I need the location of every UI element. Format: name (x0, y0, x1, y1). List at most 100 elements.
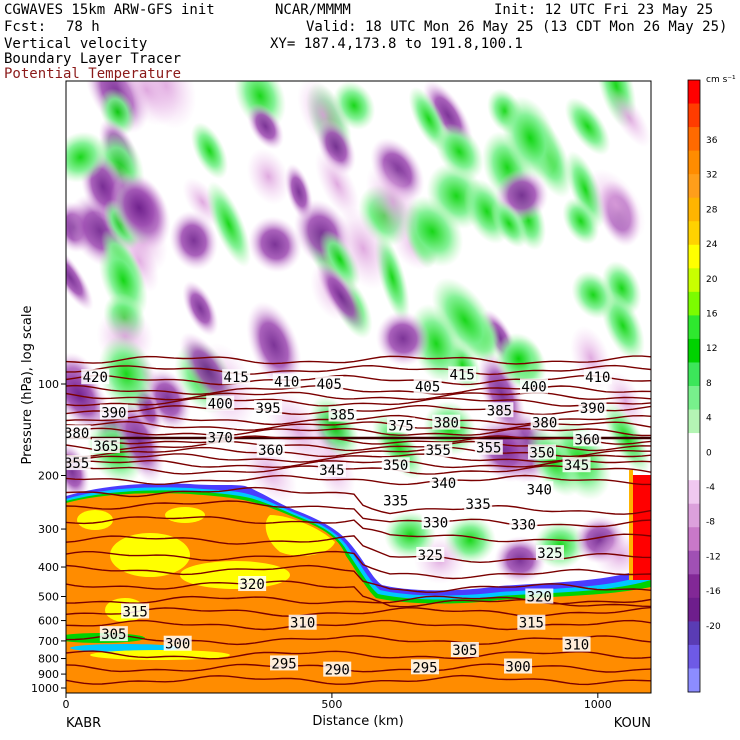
colorbar-tick-label: -16 (706, 587, 721, 597)
colorbar-swatch (688, 127, 700, 152)
svg-text:370: 370 (208, 431, 233, 447)
isentrope-line (66, 619, 651, 631)
distance-axis: 0 500 1000 (63, 693, 612, 711)
y-tick-label: 300 (38, 523, 59, 536)
velocity-cell (586, 168, 646, 241)
svg-text:325: 325 (537, 546, 562, 562)
colorbar-tick-label: -4 (706, 483, 715, 493)
velocity-cell (115, 81, 178, 126)
y-tick-label: 200 (38, 470, 59, 483)
svg-text:380: 380 (434, 416, 459, 432)
svg-text:385: 385 (330, 408, 355, 424)
isentrope-label: 295 (410, 659, 439, 676)
colorbar-frame (687, 79, 701, 693)
velocity-cell (564, 97, 611, 156)
isentrope-label: 330 (421, 514, 450, 531)
isentrope-line (66, 650, 651, 660)
svg-text:380: 380 (532, 416, 557, 432)
isentrope-label: 385 (328, 406, 357, 424)
svg-text:355: 355 (64, 456, 89, 472)
colorbar-swatch (688, 244, 700, 269)
svg-text:330: 330 (423, 515, 448, 531)
y-tick-label: 1000 (31, 682, 59, 695)
isentrope-label: 310 (288, 614, 317, 632)
isentrope-label: 320 (525, 588, 554, 605)
colorbar-tick-label: 4 (706, 414, 712, 424)
isentrope-label: 385 (485, 402, 514, 419)
model-title: CGWAVES 15km ARW-GFS init (4, 2, 215, 18)
plot-area: 420 415 410 405 415 410 405 400 395 400 390 385 385 3… (64, 81, 651, 693)
isentrope-label: 345 (317, 462, 346, 479)
isentrope-label: 405 (413, 378, 442, 396)
colorbar-unit: cm s⁻¹ (706, 75, 736, 85)
isentrope-label: 380 (432, 414, 461, 432)
svg-text:400: 400 (208, 397, 233, 413)
svg-text:340: 340 (431, 476, 456, 492)
colorbar-swatch (688, 386, 700, 411)
colorbar-swatch (688, 103, 700, 128)
colorbar-swatch (688, 362, 700, 387)
velocity-cell (248, 216, 302, 273)
svg-text:415: 415 (224, 370, 249, 386)
svg-text:360: 360 (575, 432, 600, 448)
velocity-cell (246, 103, 284, 150)
y-tick-label: 400 (38, 561, 59, 574)
colorbar-swatch (688, 221, 700, 246)
colorbar-tick-label: 32 (706, 171, 717, 181)
colorbar-swatch (688, 621, 700, 646)
isentrope-label: 320 (238, 576, 267, 593)
svg-text:380: 380 (64, 426, 89, 442)
x-tick-label: 500 (321, 698, 342, 711)
colorbar-swatch (688, 174, 700, 199)
velocity-cell (434, 123, 484, 181)
isentrope-label: 290 (323, 661, 352, 679)
isentrope-line (66, 391, 651, 401)
svg-text:420: 420 (83, 370, 108, 386)
velocity-cell (562, 197, 600, 245)
velocity-cell (431, 277, 498, 363)
isentrope-line (66, 374, 651, 386)
velocity-cell (179, 332, 237, 409)
svg-text:395: 395 (255, 401, 280, 417)
colorbar-swatch (688, 315, 700, 340)
boundary-layer-core (66, 493, 651, 693)
svg-text:375: 375 (388, 419, 413, 435)
colorbar-swatch (688, 644, 700, 669)
isentrope-line (66, 663, 651, 673)
colorbar-tick-label: 0 (706, 448, 712, 458)
isentrope-label: 350 (381, 457, 410, 474)
isentrope-label: 355 (64, 455, 91, 472)
velocity-cell (246, 148, 290, 205)
velocity-cell (284, 163, 314, 221)
potential-temperature-contours (66, 355, 651, 686)
velocity-cell (605, 371, 646, 430)
plot-frame (65, 80, 652, 694)
valid-time: Valid: 18 UTC Mon 26 May 25 (13 CDT Mon … (306, 19, 728, 35)
isentrope-label: 415 (448, 366, 477, 383)
isentrope-label: 340 (429, 475, 458, 492)
isentrope-label: 410 (583, 369, 612, 386)
isentrope-label: 300 (163, 635, 192, 653)
svg-text:345: 345 (564, 458, 589, 474)
isentrope-line (66, 465, 651, 475)
svg-text:340: 340 (527, 482, 552, 498)
x-tick-label: 0 (63, 698, 70, 711)
isentrope-line (66, 474, 651, 486)
y-axis-label: Pressure (hPa), log scale (20, 306, 35, 465)
isentrope-label: 355 (474, 439, 503, 457)
colorbar-tick-label: -12 (706, 552, 721, 562)
isentrope-label: 305 (99, 626, 128, 643)
velocity-cell (246, 301, 302, 389)
colorbar-tick-label: 24 (706, 240, 718, 250)
svg-text:400: 400 (521, 380, 546, 396)
isentrope-label: 340 (525, 481, 554, 498)
svg-text:305: 305 (452, 643, 477, 659)
isentrope-line (66, 427, 651, 437)
isentrope-line (66, 635, 651, 646)
svg-text:295: 295 (412, 660, 437, 676)
svg-text:320: 320 (527, 589, 552, 605)
svg-text:295: 295 (271, 656, 296, 672)
y-tick-label: 100 (38, 378, 59, 391)
colorbar-swatch (688, 597, 700, 622)
svg-text:355: 355 (426, 443, 451, 459)
